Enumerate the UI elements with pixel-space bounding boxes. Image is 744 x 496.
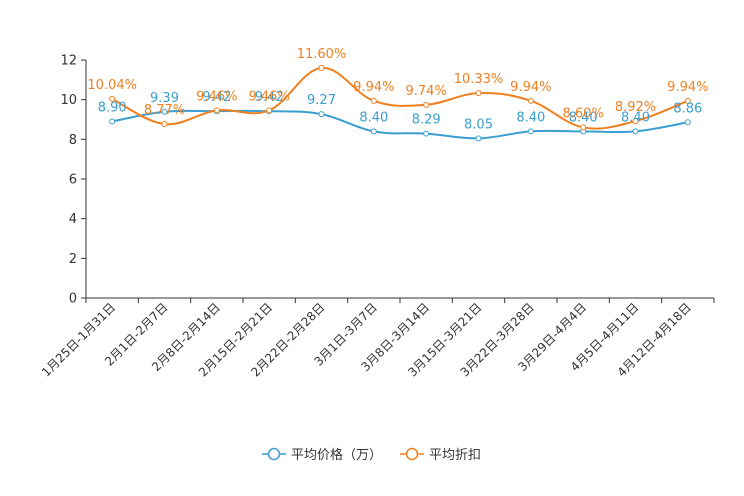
data-label: 9.94% — [510, 80, 551, 95]
data-point[interactable] — [109, 118, 116, 125]
data-point[interactable] — [475, 90, 482, 97]
data-label: 9.39 — [150, 91, 179, 106]
data-label: 8.90 — [98, 100, 127, 115]
data-label: 8.29 — [412, 113, 441, 128]
data-point[interactable] — [632, 118, 639, 125]
series-layer — [109, 64, 691, 142]
data-point[interactable] — [318, 64, 325, 71]
y-tick-label: 2 — [69, 252, 77, 267]
data-point[interactable] — [527, 128, 534, 135]
data-labels: 8.90 9.39 9.42 9.42 9.27 8.40 8.29 8.05 8.40 8.40… — [87, 47, 708, 132]
data-point[interactable] — [423, 101, 430, 108]
data-label: 8.92% — [615, 100, 656, 115]
data-point[interactable] — [580, 124, 587, 131]
legend-label: 平均折扣 — [429, 448, 481, 463]
data-label: 8.05 — [464, 117, 493, 132]
data-label: 9.27 — [307, 93, 336, 108]
data-label: 8.40 — [569, 110, 598, 125]
y-tick-label: 8 — [69, 133, 77, 148]
data-label: 9.94% — [667, 80, 708, 95]
data-label: 8.86 — [673, 101, 702, 116]
legend-item-0[interactable]: 平均价格（万） — [262, 447, 382, 463]
data-label: 9.46% — [249, 89, 290, 104]
data-label: 8.40 — [621, 110, 650, 125]
data-point[interactable] — [318, 111, 325, 118]
data-label: 9.42 — [255, 90, 284, 105]
data-point[interactable] — [161, 121, 168, 128]
y-tick-label: 0 — [69, 292, 77, 307]
legend-marker — [267, 447, 281, 461]
data-point[interactable] — [632, 128, 639, 135]
data-point[interactable] — [684, 119, 691, 126]
data-point[interactable] — [213, 107, 220, 114]
data-label: 8.40 — [359, 110, 388, 125]
data-point[interactable] — [527, 97, 534, 104]
data-label: 9.46% — [196, 89, 237, 104]
data-label: 9.74% — [406, 84, 447, 99]
data-label: 11.60% — [297, 47, 347, 62]
legend[interactable]: 平均价格（万） 平均折扣 — [262, 447, 481, 463]
data-label: 8.40 — [516, 110, 545, 125]
data-point[interactable] — [370, 97, 377, 104]
legend-label: 平均价格（万） — [291, 447, 382, 463]
data-point[interactable] — [684, 97, 691, 104]
data-point[interactable] — [475, 135, 482, 142]
data-label: 8.60% — [563, 106, 604, 121]
data-point[interactable] — [266, 107, 273, 114]
x-tick-label: 1月25日-1月31日 — [39, 300, 118, 379]
data-label: 10.33% — [454, 72, 504, 87]
y-tick-label: 6 — [69, 173, 77, 188]
legend-marker — [405, 447, 419, 461]
data-point[interactable] — [423, 130, 430, 137]
data-point[interactable] — [370, 128, 377, 135]
data-label: 10.04% — [87, 78, 137, 93]
data-label: 9.94% — [353, 80, 394, 95]
y-tick-label: 4 — [69, 212, 77, 227]
legend-item-1[interactable]: 平均折扣 — [400, 447, 481, 463]
data-point[interactable] — [161, 108, 168, 115]
data-label: 9.42 — [202, 90, 231, 105]
y-tick-label: 12 — [60, 54, 77, 69]
data-label: 8.77% — [144, 103, 185, 118]
y-tick-label: 10 — [60, 93, 77, 108]
data-point[interactable] — [109, 95, 116, 102]
